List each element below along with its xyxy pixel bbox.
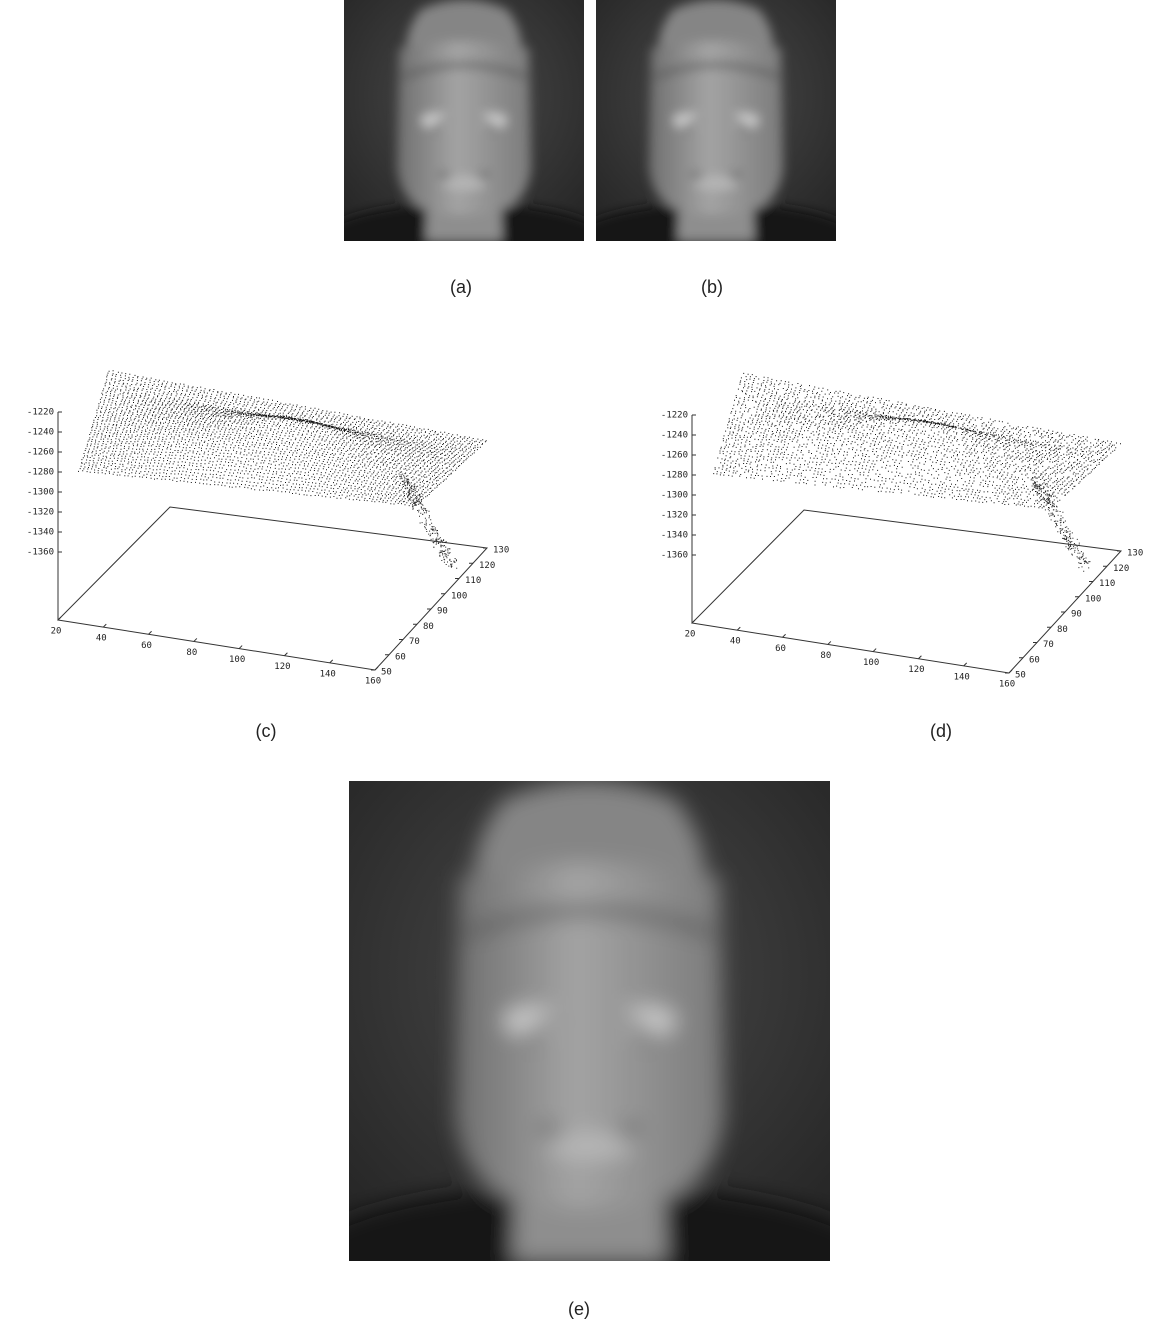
x-tick-label: 20: [685, 630, 696, 640]
z-tick-label: -1240: [27, 428, 54, 438]
x-tick: [828, 641, 831, 644]
x-tick-label: 160: [999, 680, 1015, 690]
x-tick-label: 120: [908, 665, 924, 675]
z-tick-label: -1300: [661, 491, 688, 501]
point-cloud: [78, 371, 487, 506]
y-tick-label: 90: [437, 607, 448, 617]
x-tick: [239, 646, 242, 649]
y-tick-label: 70: [1043, 640, 1054, 650]
y-tick-label: 80: [1057, 625, 1068, 635]
y-tick-label: 120: [1113, 564, 1129, 574]
y-tick-label: 50: [1015, 671, 1026, 681]
x-tick: [873, 649, 876, 652]
figure-canvas: (a) (b) (c) (d) (e) -1220 -1240 -1260 -1280…: [0, 0, 1163, 1326]
x-tick: [1009, 670, 1012, 673]
y-tick-label: 100: [1085, 594, 1101, 604]
panel-label: (a): [450, 277, 472, 297]
point-cloud: [1032, 474, 1091, 571]
y-tick-label: 110: [1099, 579, 1115, 589]
x-tick: [330, 660, 333, 663]
z-tick-label: -1360: [27, 548, 54, 558]
point-cloud: [713, 373, 1121, 508]
x-tick-label: 60: [775, 644, 786, 654]
photo-e: [301, 781, 878, 1326]
x-tick-label: 80: [820, 651, 831, 661]
y-tick-label: 120: [479, 561, 495, 571]
x-tick: [783, 634, 786, 637]
x-tick: [737, 627, 740, 630]
panel-label: (e): [568, 1299, 590, 1319]
y-tick-label: 100: [451, 591, 467, 601]
x-tick: [149, 631, 152, 634]
z-tick-label: -1360: [661, 551, 688, 561]
y-tick-label: 80: [423, 622, 434, 632]
panel-label: (c): [256, 721, 277, 741]
figure: (a) (b) (c) (d) (e) -1220 -1240 -1260 -1280…: [0, 0, 1163, 1326]
y-tick-label: 70: [409, 637, 420, 647]
z-tick-label: -1340: [27, 528, 54, 538]
z-tick-label: -1240: [661, 431, 688, 441]
photo-b: [572, 0, 860, 280]
y-tick-label: 130: [1127, 549, 1143, 559]
z-tick-label: -1260: [27, 448, 54, 458]
photo-a: [320, 0, 608, 280]
z-tick-label: -1280: [27, 468, 54, 478]
x-tick-label: 100: [229, 655, 245, 665]
x-tick-label: 60: [141, 641, 152, 651]
x-tick: [964, 663, 967, 666]
x-tick-label: 80: [186, 648, 197, 658]
y-tick-label: 60: [395, 652, 406, 662]
y-tick-label: 60: [1029, 655, 1040, 665]
z-tick-label: -1320: [27, 508, 54, 518]
point-cloud: [399, 474, 457, 568]
x-tick-label: 40: [96, 634, 107, 644]
y-tick-label: 110: [465, 576, 481, 586]
panel-label: (b): [701, 277, 723, 297]
x-tick-label: 40: [730, 637, 741, 647]
x-tick-label: 120: [274, 662, 290, 672]
x-tick-label: 100: [863, 658, 879, 668]
z-tick-label: -1260: [661, 451, 688, 461]
x-tick: [284, 653, 287, 656]
x-tick: [375, 667, 378, 670]
z-tick-label: -1220: [661, 411, 688, 421]
z-tick-label: -1220: [27, 408, 54, 418]
x-tick: [103, 624, 106, 627]
panel-label: (d): [930, 721, 952, 741]
z-tick-label: -1280: [661, 471, 688, 481]
x-tick-label: 140: [320, 669, 336, 679]
x-tick-label: 140: [954, 672, 970, 682]
z-tick-label: -1300: [27, 488, 54, 498]
x-tick: [194, 638, 197, 641]
z-tick-label: -1340: [661, 531, 688, 541]
y-tick-label: 50: [381, 668, 392, 678]
y-tick-label: 130: [493, 546, 509, 556]
x-tick-label: 160: [365, 677, 381, 687]
x-tick: [918, 656, 921, 659]
z-tick-label: -1320: [661, 511, 688, 521]
x-tick-label: 20: [51, 627, 62, 637]
y-tick-label: 90: [1071, 610, 1082, 620]
